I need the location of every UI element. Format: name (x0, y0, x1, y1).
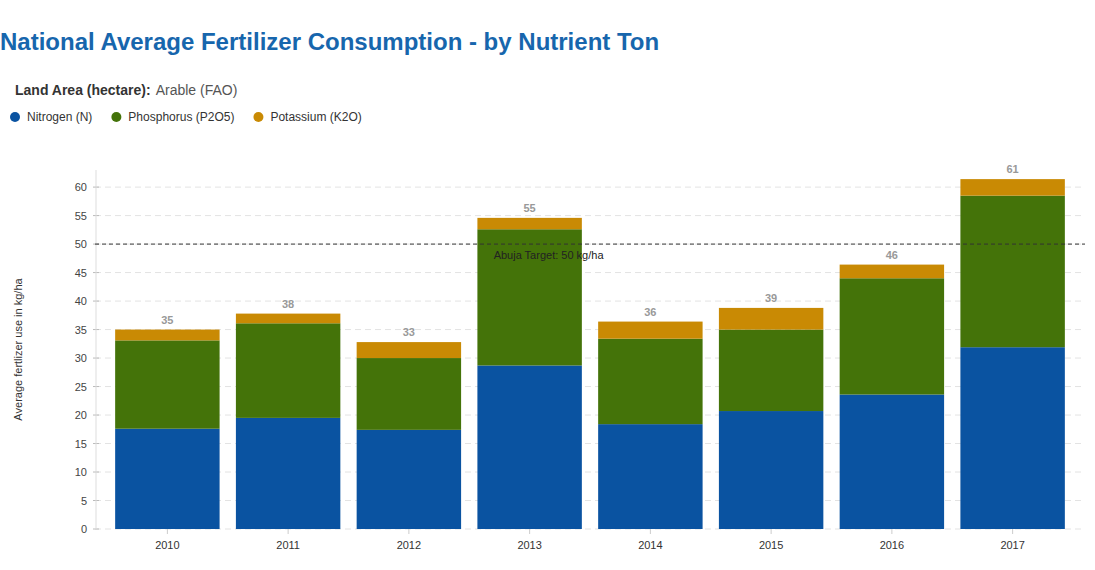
bar-segment (236, 323, 340, 418)
bar-segment (357, 342, 461, 358)
y-tick-label: 50 (75, 238, 87, 250)
y-tick-label: 10 (75, 466, 87, 478)
x-tick-label: 2013 (517, 539, 541, 551)
bar-segment (960, 179, 1064, 196)
y-axis-line (96, 170, 97, 529)
subtitle: Land Area (hectare): Arable (FAO) (15, 82, 237, 98)
x-tick (408, 529, 409, 534)
total-label: 55 (524, 202, 536, 214)
legend-entry: Nitrogen (N) (10, 110, 92, 124)
grid-line (95, 187, 1085, 188)
x-tick (167, 529, 168, 534)
grid-line (95, 215, 1085, 216)
x-tick-label: 2015 (759, 539, 783, 551)
x-tick-label: 2011 (276, 539, 300, 551)
y-tick-label: 35 (75, 324, 87, 336)
bar-segment (960, 347, 1064, 529)
x-tick-label: 2014 (638, 539, 662, 551)
reference-line (95, 244, 1085, 245)
bar-segment (115, 429, 219, 529)
bar-segment (598, 322, 702, 339)
total-label: 39 (765, 292, 777, 304)
y-tick-label: 5 (81, 495, 87, 507)
y-tick-label: 45 (75, 267, 87, 279)
legend-swatch (10, 112, 20, 122)
bar-segment (477, 365, 581, 529)
chart: National Average Fertilizer Consumption … (0, 0, 1095, 570)
bar-segment (236, 418, 340, 529)
total-label: 36 (644, 306, 656, 318)
legend-swatch (111, 112, 121, 122)
bar-segment (236, 314, 340, 324)
legend-label: Nitrogen (N) (27, 110, 92, 124)
grid-line (95, 244, 1085, 245)
bar-segment (840, 395, 944, 529)
bar-segment (719, 330, 823, 411)
x-tick (1012, 529, 1013, 534)
x-tick (529, 529, 530, 534)
bar-segment (840, 265, 944, 279)
bar-segment (357, 358, 461, 430)
x-tick-label: 2012 (397, 539, 421, 551)
x-tick (650, 529, 651, 534)
total-label: 46 (886, 249, 898, 261)
bar-segment (960, 196, 1064, 348)
x-tick (771, 529, 772, 534)
bar-segment (598, 424, 702, 529)
bar-segment (719, 411, 823, 529)
x-tick (288, 529, 289, 534)
y-tick-label: 0 (81, 523, 87, 535)
y-tick-label: 55 (75, 210, 87, 222)
bar-segment (115, 330, 219, 341)
subtitle-value: Arable (FAO) (156, 82, 238, 98)
x-tick-label: 2010 (155, 539, 179, 551)
bar-segment (840, 278, 944, 394)
legend-swatch (253, 112, 263, 122)
total-label: 61 (1007, 163, 1019, 175)
legend-entry: Phosphorus (P2O5) (111, 110, 234, 124)
y-tick-label: 40 (75, 295, 87, 307)
x-tick-label: 2016 (880, 539, 904, 551)
bar-segment (357, 430, 461, 529)
bar-segment (477, 218, 581, 229)
subtitle-label: Land Area (hectare): (15, 82, 151, 98)
total-label: 35 (161, 314, 173, 326)
title: National Average Fertilizer Consumption … (0, 28, 659, 55)
bar-segment (598, 339, 702, 424)
legend-entry: Potassium (K2O) (253, 110, 361, 124)
y-tick-label: 60 (75, 181, 87, 193)
y-tick-label: 20 (75, 409, 87, 421)
bars (95, 179, 1085, 529)
y-tick-label: 25 (75, 381, 87, 393)
x-tick-label: 2017 (1000, 539, 1024, 551)
x-tick (891, 529, 892, 534)
bar-segment (719, 308, 823, 330)
legend-label: Phosphorus (P2O5) (128, 110, 234, 124)
grid: 0 5 10 15 20 25 30 35 40 45 50 55 60 (75, 181, 1085, 535)
y-tick-label: 30 (75, 352, 87, 364)
reference-label: Abuja Target: 50 kg/ha (494, 249, 605, 261)
total-label: 33 (403, 326, 415, 338)
total-label: 38 (282, 298, 294, 310)
bar-segment (115, 340, 219, 428)
y-tick-label: 15 (75, 438, 87, 450)
legend-label: Potassium (K2O) (270, 110, 361, 124)
y-axis-label: Average fertlizer use in kg/ha (12, 277, 24, 420)
